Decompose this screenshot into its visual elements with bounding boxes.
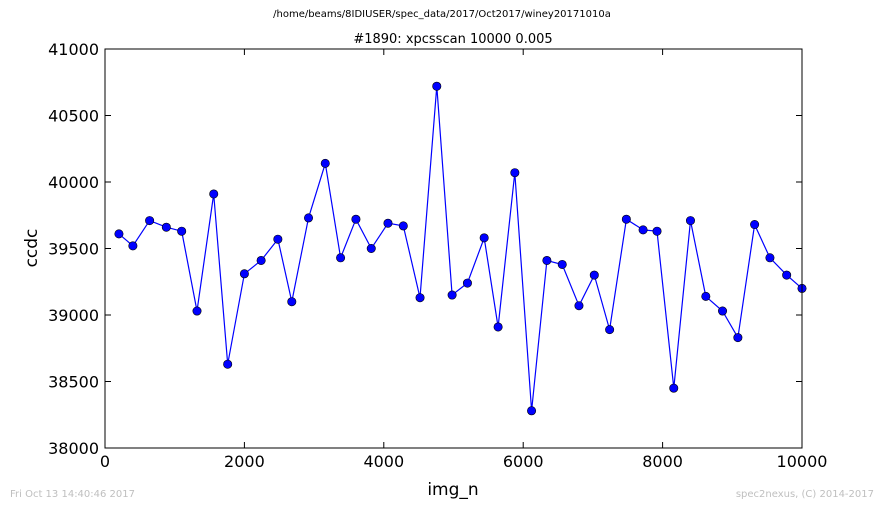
data-point: [652, 226, 662, 236]
footer-timestamp: Fri Oct 13 14:40:46 2017: [10, 489, 136, 500]
figure-suptitle: /home/beams/8IDIUSER/spec_data/2017/Oct2…: [273, 9, 611, 20]
data-point: [765, 253, 775, 263]
data-point: [351, 214, 361, 224]
data-point: [574, 301, 584, 311]
data-point: [447, 290, 457, 300]
data-point: [750, 220, 760, 230]
footer-credit: spec2nexus, (C) 2014-2017: [735, 489, 874, 500]
data-point: [114, 229, 124, 239]
axis-ticks: 0 2000 4000 6000 8000 10000 38000 38500 39000 395…: [48, 40, 827, 471]
plot-frame: [104, 48, 803, 449]
data-point: [733, 333, 743, 343]
data-point: [685, 216, 695, 226]
data-point: [239, 269, 249, 279]
x-axis-label: img_n: [427, 480, 478, 500]
data-point: [589, 270, 599, 280]
data-point: [415, 293, 425, 303]
data-point: [605, 325, 615, 335]
y-axis-label: ccdc: [22, 229, 42, 268]
data-point: [128, 241, 138, 251]
data-point: [320, 158, 330, 168]
y-tick-label: 40000: [48, 173, 99, 192]
series-line: [118, 86, 803, 411]
data-point: [366, 244, 376, 254]
data-point: [432, 81, 442, 91]
data-point: [209, 189, 219, 199]
x-tick-label: 10000: [777, 452, 828, 471]
data-point: [718, 306, 728, 316]
data-point: [479, 233, 489, 243]
y-tick-label: 39500: [48, 240, 99, 259]
y-tick-label: 39000: [48, 306, 99, 325]
data-point: [701, 291, 711, 301]
data-point: [493, 322, 503, 332]
data-point: [462, 278, 472, 288]
data-point: [145, 216, 155, 226]
data-point: [177, 226, 187, 236]
data-point: [287, 297, 297, 307]
data-point: [383, 218, 393, 228]
y-tick-label: 40500: [48, 107, 99, 126]
y-tick-label: 38000: [48, 439, 99, 458]
x-tick-label: 8000: [642, 452, 683, 471]
data-point: [223, 359, 233, 369]
data-point: [510, 168, 520, 178]
data-point: [542, 255, 552, 265]
data-point: [398, 221, 408, 231]
data-point: [527, 406, 537, 416]
x-tick-label: 4000: [363, 452, 404, 471]
data-point: [782, 270, 792, 280]
data-series: [114, 81, 807, 416]
x-tick-label: 6000: [503, 452, 544, 471]
data-point: [669, 383, 679, 393]
data-point: [273, 234, 283, 244]
data-point: [638, 225, 648, 235]
data-point: [256, 255, 266, 265]
data-point: [304, 213, 314, 223]
data-point: [192, 306, 202, 316]
chart-title: #1890: xpcsscan 10000 0.005: [353, 32, 552, 47]
x-tick-label: 0: [100, 452, 110, 471]
data-point: [621, 214, 631, 224]
data-point: [336, 253, 346, 263]
data-point: [161, 222, 171, 232]
y-tick-label: 41000: [48, 40, 99, 59]
y-tick-label: 38500: [48, 373, 99, 392]
data-point: [557, 259, 567, 269]
x-tick-label: 2000: [224, 452, 265, 471]
